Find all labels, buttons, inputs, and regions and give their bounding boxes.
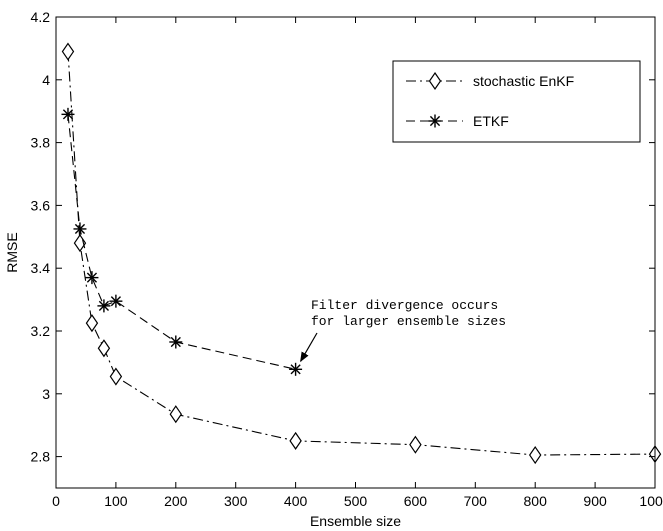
series-layer — [61, 42, 662, 465]
y-tick-label: 3.8 — [31, 135, 51, 151]
marker-stroke — [98, 300, 110, 311]
x-tick-label: 800 — [524, 493, 548, 509]
data-point — [528, 445, 542, 465]
marker-stroke — [429, 115, 441, 127]
series-line — [67, 114, 296, 370]
data-point — [409, 435, 422, 454]
y-tick-label: 2.8 — [31, 449, 51, 465]
annotation-line-1: Filter divergence occurs — [311, 298, 498, 313]
y-tick-label: 3.4 — [31, 260, 51, 276]
marker-stroke — [74, 223, 86, 235]
data-point — [289, 362, 303, 376]
legend: stochastic EnKF ETKF — [392, 60, 641, 143]
marker-stroke — [170, 336, 181, 348]
data-point — [73, 222, 87, 236]
legend-marker — [428, 114, 442, 128]
y-tick-label: 3 — [42, 386, 50, 402]
y-axis-label: RMSE — [4, 232, 20, 272]
x-tick-label: 200 — [164, 493, 188, 509]
x-tick-label: 500 — [344, 493, 368, 509]
series-line — [67, 51, 656, 456]
x-tick-label: 300 — [224, 493, 248, 509]
x-tick-label: 600 — [404, 493, 428, 509]
x-tick-label: 900 — [583, 493, 607, 509]
data-point — [169, 405, 183, 424]
data-point — [97, 299, 111, 313]
data-point — [97, 339, 111, 358]
legend-label: ETKF — [473, 113, 509, 129]
y-tick-label: 3.6 — [31, 197, 51, 213]
legend-entry: stochastic EnKF — [406, 71, 574, 91]
data-point — [289, 431, 302, 450]
series-etkf — [61, 107, 303, 376]
data-point — [73, 234, 87, 253]
data-point — [109, 367, 123, 386]
data-point — [85, 314, 99, 333]
series-stochastic-enkf — [61, 42, 662, 465]
marker-stroke — [86, 272, 98, 283]
data-point — [85, 271, 99, 285]
x-axis-label: Ensemble size — [310, 513, 401, 529]
x-tick-label: 400 — [284, 493, 308, 509]
axes-layer: 0 100 200 300 400 500 600 700 800 900 1000 2.8 3 3.2 3… — [4, 9, 663, 529]
annotation-line-2: for larger ensemble sizes — [311, 314, 506, 329]
legend-marker — [428, 71, 442, 91]
marker-stroke — [110, 296, 121, 307]
x-tick-label: 0 — [52, 493, 60, 509]
legend-label: stochastic EnKF — [473, 73, 574, 89]
data-point — [109, 294, 123, 308]
y-tick-label: 4 — [42, 72, 50, 88]
y-tick-label: 3.2 — [31, 323, 51, 339]
x-tick-label: 100 — [104, 493, 128, 509]
y-tick-label: 4.2 — [31, 9, 51, 25]
x-tick-label: 700 — [464, 493, 488, 509]
marker-stroke — [290, 364, 301, 375]
data-point — [61, 42, 75, 61]
data-point — [61, 107, 75, 121]
marker-stroke — [62, 109, 74, 120]
data-point — [169, 335, 183, 349]
annotation-arrow — [300, 332, 318, 363]
legend-entry: ETKF — [406, 113, 509, 129]
x-tick-label: 1000 — [639, 493, 663, 509]
